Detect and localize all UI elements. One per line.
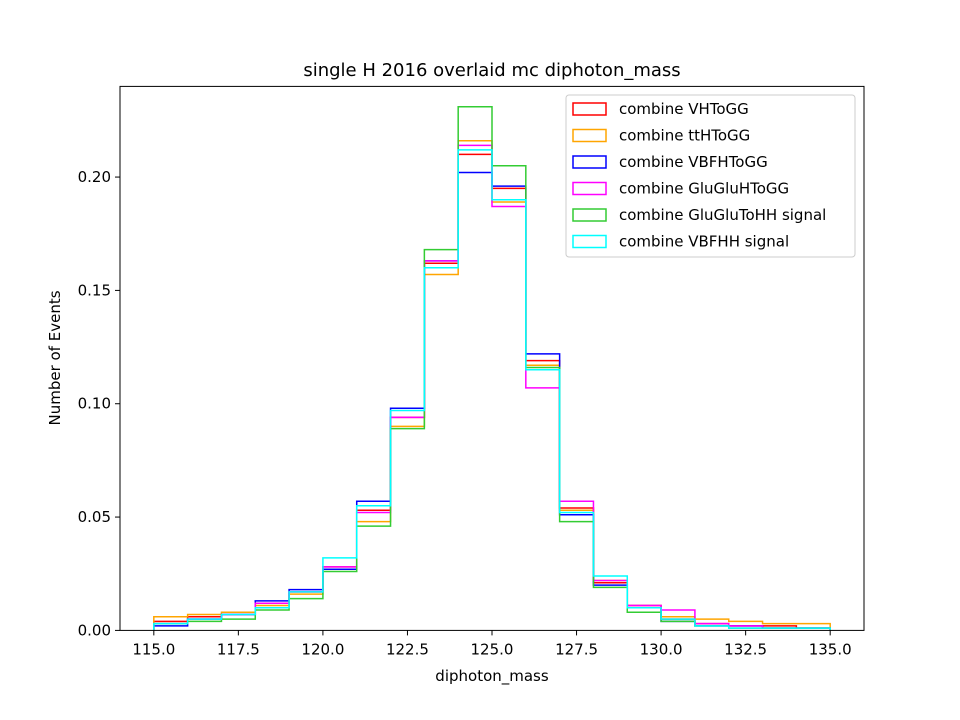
x-tick-label: 135.0	[809, 640, 852, 658]
x-tick-label: 132.5	[724, 640, 767, 658]
legend-label: combine VBFHToGG	[619, 153, 768, 171]
legend-swatch	[572, 234, 607, 249]
y-tick-label: 0.05	[78, 508, 111, 526]
x-tick-label: 117.5	[217, 640, 260, 658]
x-tick-label: 120.0	[301, 640, 344, 658]
y-tick-label: 0.10	[78, 395, 111, 413]
x-tick-label: 122.5	[386, 640, 429, 658]
legend-swatch	[572, 128, 607, 143]
y-axis-label: Number of Events	[46, 290, 64, 425]
y-axis-ticks: 0.00 0.05 0.10 0.15 0.20	[78, 168, 120, 639]
y-tick-label: 0.20	[78, 168, 111, 186]
x-tick-label: 127.5	[555, 640, 598, 658]
histogram-steps	[153, 106, 831, 631]
y-tick-label: 0.15	[78, 281, 111, 299]
legend-swatch	[572, 155, 607, 169]
legend-label: combine GluGluHToGG	[619, 180, 789, 198]
x-tick-label: 125.0	[471, 640, 514, 658]
x-tick-label: 115.0	[132, 640, 175, 658]
chart-title: single H 2016 overlaid mc diphoton_mass	[303, 60, 680, 81]
legend-box	[565, 94, 856, 258]
legend: combine VHToGG combine ttHToGG combine VBF…	[565, 94, 856, 258]
series-step-6	[153, 149, 831, 631]
legend-label: combine GluGluToHH signal	[619, 206, 826, 224]
legend-label: combine ttHToGG	[619, 127, 750, 145]
legend-items: combine VHToGG combine ttHToGG combine VBF…	[572, 100, 826, 251]
legend-swatch	[572, 181, 607, 196]
legend-label: combine VHToGG	[619, 100, 749, 118]
y-tick-label: 0.00	[78, 621, 111, 639]
legend-label: combine VBFHH signal	[619, 233, 789, 251]
legend-swatch	[572, 102, 607, 116]
legend-swatch	[572, 208, 607, 222]
x-tick-label: 130.0	[640, 640, 683, 658]
x-axis-label: diphoton_mass	[435, 667, 549, 686]
x-axis-ticks: 115.0 117.5 120.0 122.5 125.0 127.5 130.0 132.5…	[132, 630, 852, 658]
